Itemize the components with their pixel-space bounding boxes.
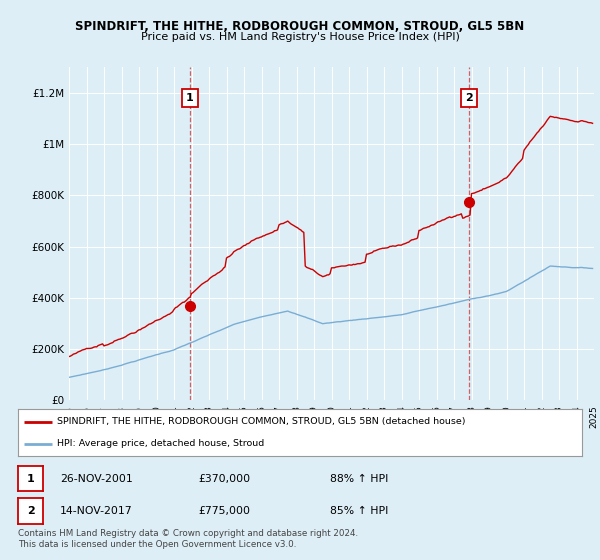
Text: 26-NOV-2001: 26-NOV-2001 (60, 474, 133, 483)
Text: 2: 2 (27, 506, 34, 516)
Text: 14-NOV-2017: 14-NOV-2017 (60, 506, 133, 516)
Text: £370,000: £370,000 (198, 474, 250, 483)
Text: SPINDRIFT, THE HITHE, RODBOROUGH COMMON, STROUD, GL5 5BN: SPINDRIFT, THE HITHE, RODBOROUGH COMMON,… (76, 20, 524, 33)
Text: SPINDRIFT, THE HITHE, RODBOROUGH COMMON, STROUD, GL5 5BN (detached house): SPINDRIFT, THE HITHE, RODBOROUGH COMMON,… (58, 417, 466, 426)
Text: 85% ↑ HPI: 85% ↑ HPI (330, 506, 388, 516)
Text: 1: 1 (27, 474, 34, 483)
Text: Contains HM Land Registry data © Crown copyright and database right 2024.
This d: Contains HM Land Registry data © Crown c… (18, 529, 358, 549)
Text: 88% ↑ HPI: 88% ↑ HPI (330, 474, 388, 483)
Text: 1: 1 (186, 93, 194, 103)
Text: 2: 2 (466, 93, 473, 103)
Text: £775,000: £775,000 (198, 506, 250, 516)
Text: HPI: Average price, detached house, Stroud: HPI: Average price, detached house, Stro… (58, 439, 265, 448)
Text: Price paid vs. HM Land Registry's House Price Index (HPI): Price paid vs. HM Land Registry's House … (140, 32, 460, 42)
